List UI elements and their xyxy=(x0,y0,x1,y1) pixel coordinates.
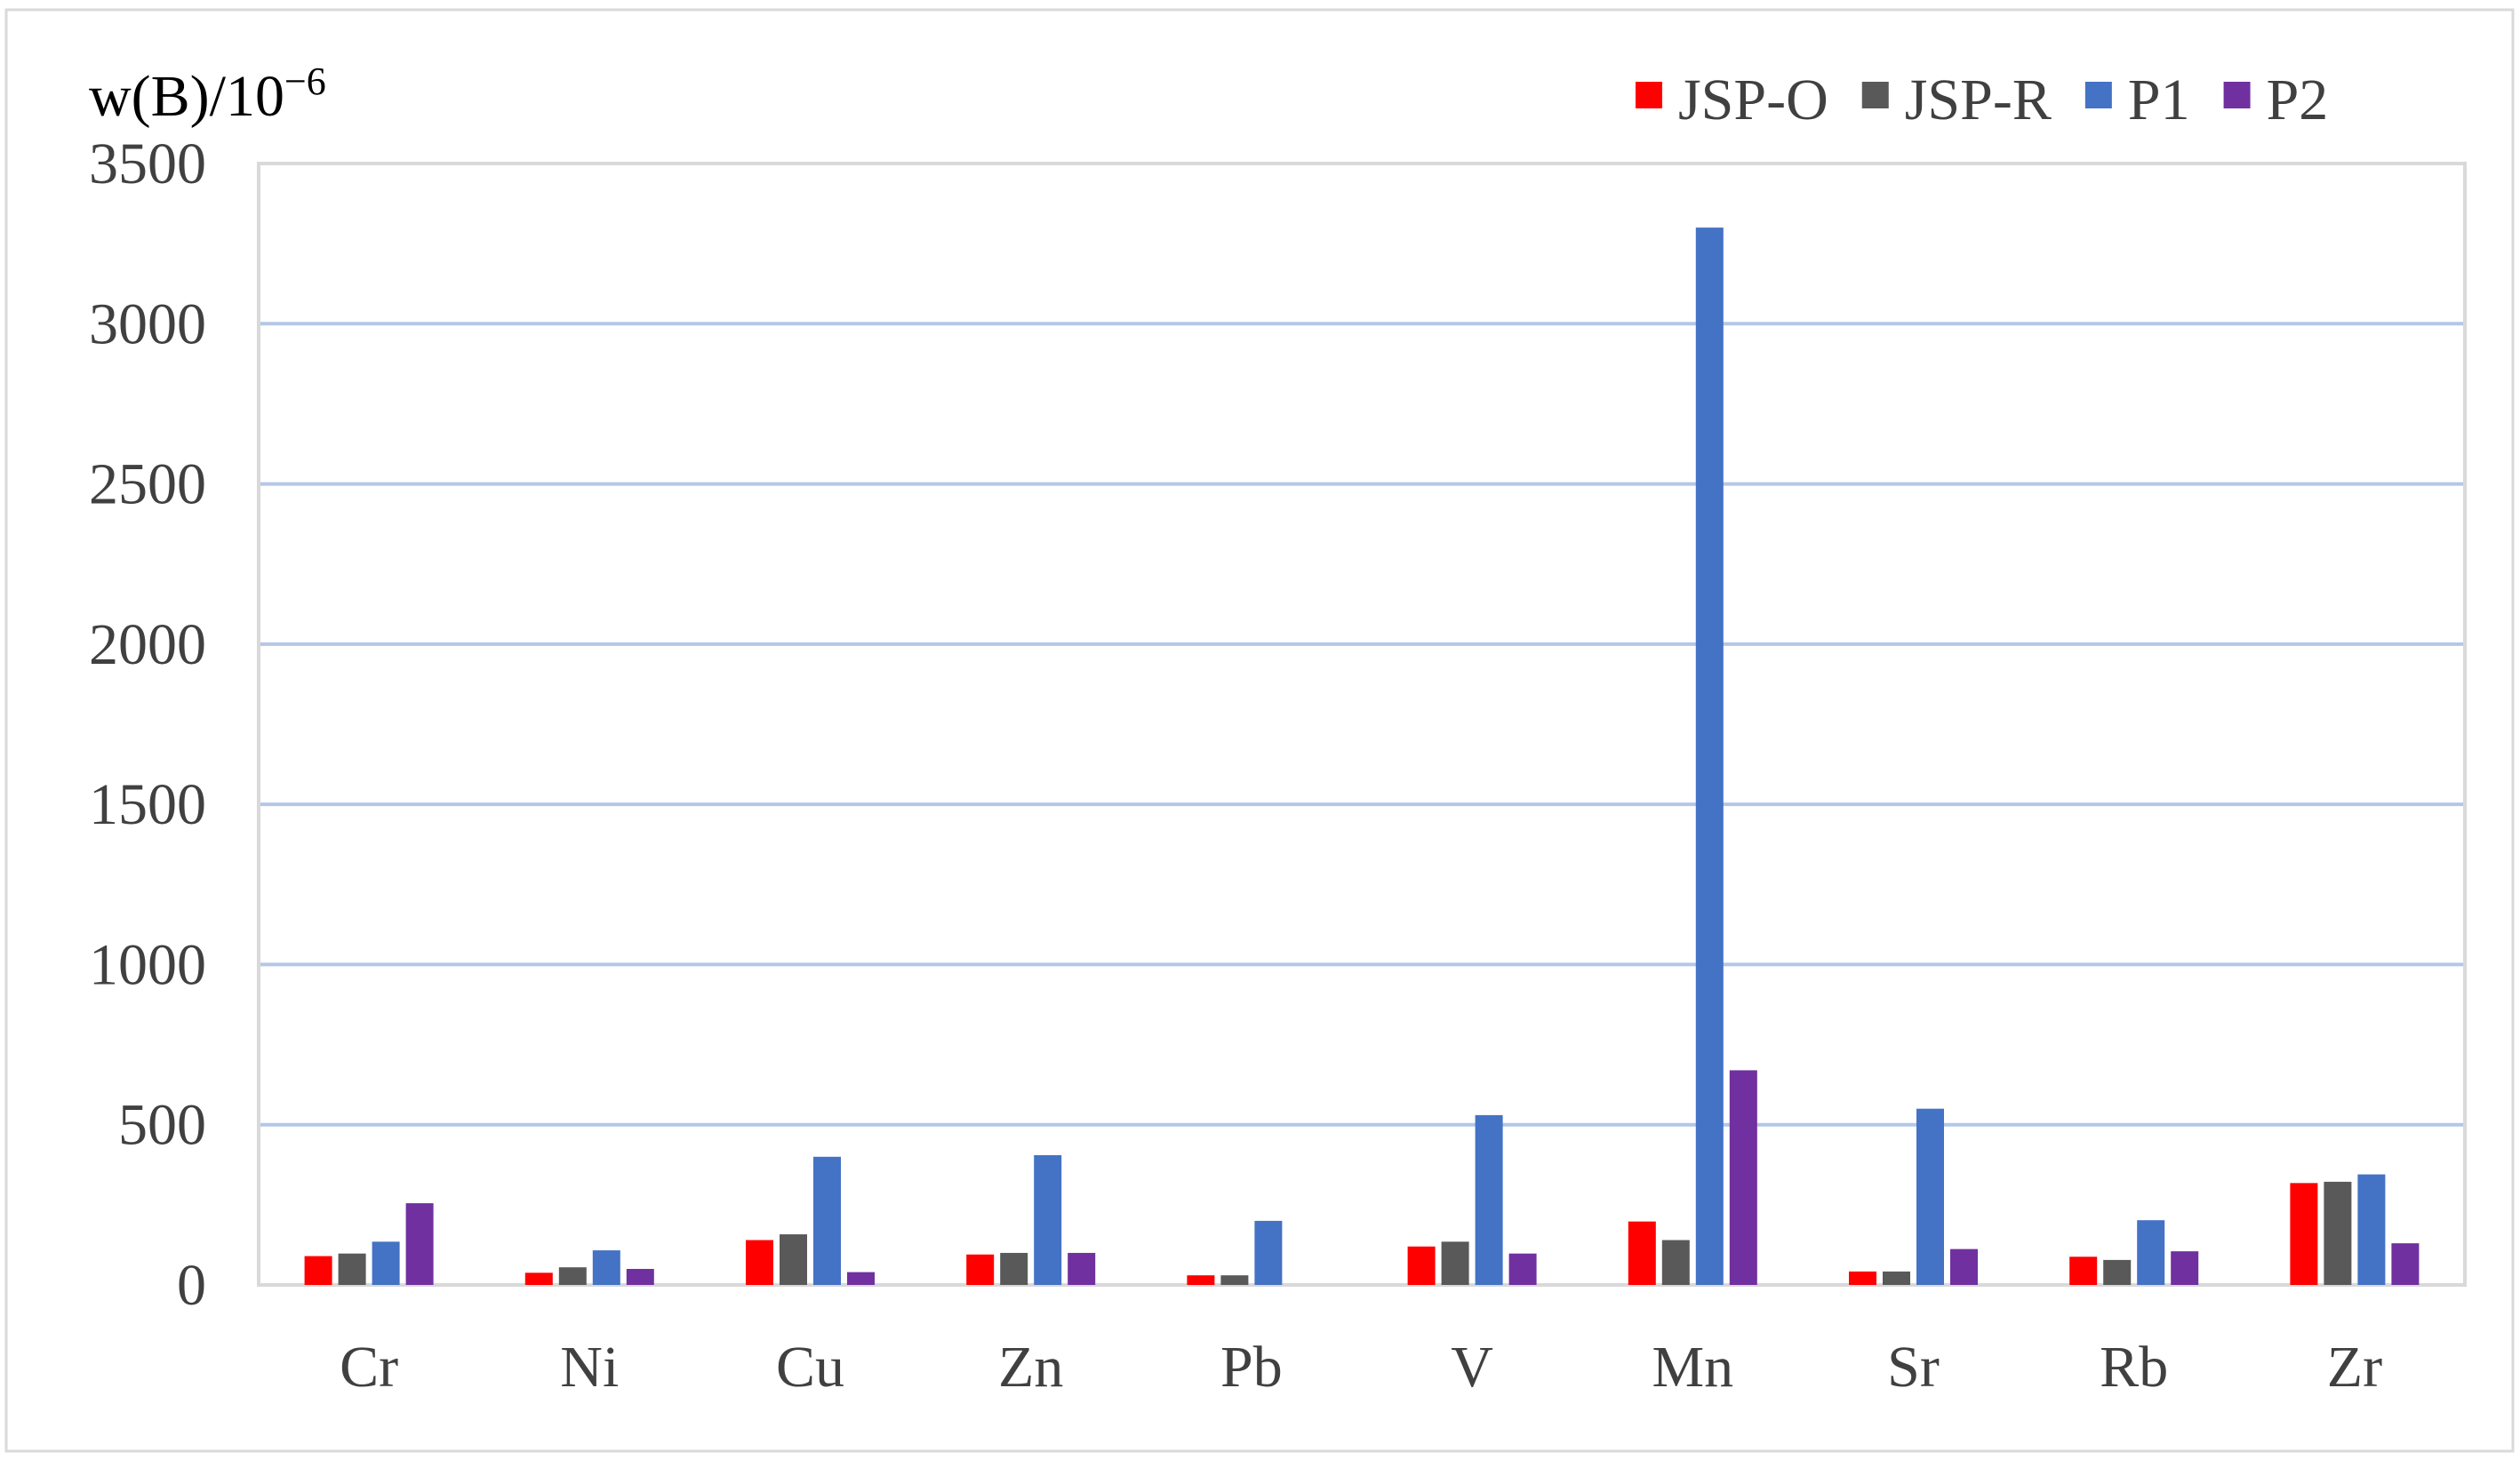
y-axis-label: w(B)/10−6 xyxy=(89,60,326,130)
bar-p1-v xyxy=(1475,1114,1503,1285)
bar-p2-cr xyxy=(405,1203,434,1285)
bar-p1-mn xyxy=(1695,227,1724,1286)
x-tick-label: Sr xyxy=(1887,1335,1940,1400)
y-tick-label: 3000 xyxy=(89,291,206,356)
bar-jsp-r-v xyxy=(1441,1241,1469,1285)
bar-p2-v xyxy=(1508,1253,1537,1285)
bar-jsp-r-pb xyxy=(1220,1275,1249,1285)
y-tick-label: 3500 xyxy=(89,132,206,196)
y-tick-label: 2500 xyxy=(89,452,206,517)
x-tick-label: Cu xyxy=(776,1335,844,1400)
bar-jsp-o-pb xyxy=(1187,1275,1215,1285)
x-tick-label: Rb xyxy=(2100,1335,2168,1400)
bar-p2-cu xyxy=(847,1272,875,1285)
bar-jsp-o-mn xyxy=(1628,1221,1656,1285)
bar-p1-rb xyxy=(2137,1220,2165,1285)
bar-p2-zr xyxy=(2391,1243,2420,1285)
bar-p2-zn xyxy=(1068,1252,1096,1285)
bar-jsp-r-sr xyxy=(1883,1271,1910,1285)
bar-jsp-o-v xyxy=(1407,1246,1436,1285)
x-tick-label: V xyxy=(1451,1335,1493,1400)
x-tick-label: Cr xyxy=(340,1335,398,1400)
bar-p1-ni xyxy=(592,1250,620,1285)
bar-jsp-r-rb xyxy=(2103,1259,2132,1285)
legend: JSP-O JSP-R P1 P2 xyxy=(1636,68,2328,132)
y-tick-label: 2000 xyxy=(89,612,206,677)
bar-jsp-r-zr xyxy=(2324,1181,2352,1285)
legend-label: P2 xyxy=(2267,68,2329,132)
bar-p2-sr xyxy=(1950,1249,1978,1285)
bar-p1-zn xyxy=(1034,1154,1062,1285)
bar-jsp-r-cu xyxy=(780,1234,807,1285)
bar-p2-ni xyxy=(626,1268,654,1285)
grid-lines xyxy=(259,322,2465,1127)
y-tick-label: 500 xyxy=(118,1093,206,1158)
bar-jsp-o-sr xyxy=(1849,1271,1876,1285)
bar-jsp-o-ni xyxy=(524,1273,553,1285)
legend-swatch-jsp-r xyxy=(1861,82,1889,108)
bar-p2-mn xyxy=(1729,1070,1757,1285)
legend-label: P1 xyxy=(2128,68,2190,132)
bar-p1-cu xyxy=(813,1156,841,1285)
bars xyxy=(304,227,2420,1286)
bar-jsp-r-ni xyxy=(558,1267,587,1285)
bar-jsp-o-zn xyxy=(966,1254,995,1285)
x-tick-labels: Cr Ni Cu Zn Pb V Mn Sr Rb Zr xyxy=(340,1335,2382,1400)
y-tick-labels: 0 500 1000 1500 2000 2500 3000 3500 xyxy=(89,132,206,1318)
y-tick-label: 0 xyxy=(177,1253,206,1318)
x-tick-label: Pb xyxy=(1220,1335,1283,1400)
bar-jsp-r-zn xyxy=(1000,1252,1028,1285)
x-tick-label: Zr xyxy=(2327,1335,2382,1400)
legend-label: JSP-R xyxy=(1905,68,2052,132)
legend-swatch-p1 xyxy=(2084,82,2112,108)
legend-swatch-p2 xyxy=(2223,82,2251,108)
bar-p2-rb xyxy=(2171,1251,2199,1285)
x-tick-label: Ni xyxy=(560,1335,619,1400)
bar-p1-zr xyxy=(2357,1174,2386,1285)
bar-jsp-r-cr xyxy=(338,1253,366,1285)
y-tick-label: 1500 xyxy=(89,772,206,837)
legend-swatch-jsp-o xyxy=(1636,82,1662,108)
y-tick-label: 1000 xyxy=(89,932,206,997)
bar-jsp-o-cu xyxy=(746,1240,773,1285)
bar-p1-pb xyxy=(1254,1220,1283,1285)
bar-jsp-o-zr xyxy=(2290,1183,2318,1285)
legend-label: JSP-O xyxy=(1678,68,1828,132)
plot-area-frame xyxy=(257,162,2467,1287)
bar-jsp-o-rb xyxy=(2069,1257,2098,1285)
x-tick-label: Mn xyxy=(1652,1335,1733,1400)
bar-p1-cr xyxy=(372,1241,400,1285)
bar-jsp-o-cr xyxy=(304,1256,332,1285)
x-tick-label: Zn xyxy=(998,1335,1063,1400)
bar-jsp-r-mn xyxy=(1661,1240,1690,1285)
bar-p1-sr xyxy=(1916,1108,1944,1285)
